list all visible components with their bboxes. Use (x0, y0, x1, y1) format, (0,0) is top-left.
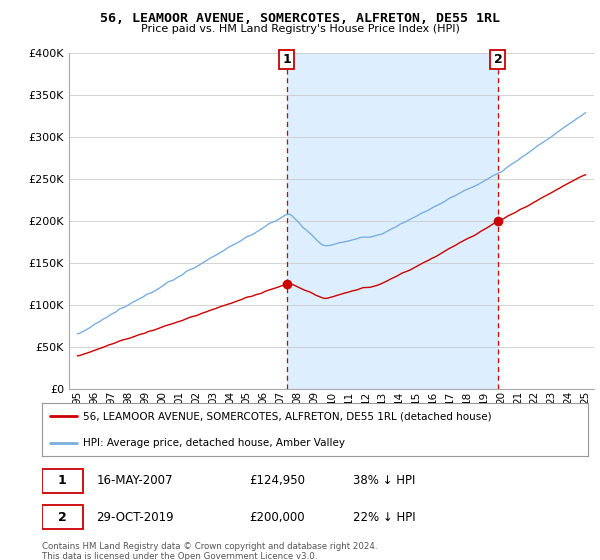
Text: Contains HM Land Registry data © Crown copyright and database right 2024.
This d: Contains HM Land Registry data © Crown c… (42, 542, 377, 560)
Text: 56, LEAMOOR AVENUE, SOMERCOTES, ALFRETON, DE55 1RL (detached house): 56, LEAMOOR AVENUE, SOMERCOTES, ALFRETON… (83, 412, 491, 422)
Text: 16-MAY-2007: 16-MAY-2007 (97, 474, 173, 487)
Bar (287, 53, 498, 389)
Text: 56, LEAMOOR AVENUE, SOMERCOTES, ALFRETON, DE55 1RL: 56, LEAMOOR AVENUE, SOMERCOTES, ALFRETON… (100, 12, 500, 25)
FancyBboxPatch shape (42, 469, 83, 493)
Text: 2: 2 (58, 511, 67, 524)
Text: 1: 1 (283, 53, 292, 66)
Text: 29-OCT-2019: 29-OCT-2019 (97, 511, 174, 524)
Text: £200,000: £200,000 (250, 511, 305, 524)
Text: £124,950: £124,950 (250, 474, 305, 487)
Text: Price paid vs. HM Land Registry's House Price Index (HPI): Price paid vs. HM Land Registry's House … (140, 24, 460, 34)
Text: 1: 1 (58, 474, 67, 487)
FancyBboxPatch shape (42, 505, 83, 529)
Text: 38% ↓ HPI: 38% ↓ HPI (353, 474, 416, 487)
Text: HPI: Average price, detached house, Amber Valley: HPI: Average price, detached house, Ambe… (83, 438, 345, 448)
Text: 2: 2 (494, 53, 502, 66)
Text: 22% ↓ HPI: 22% ↓ HPI (353, 511, 416, 524)
